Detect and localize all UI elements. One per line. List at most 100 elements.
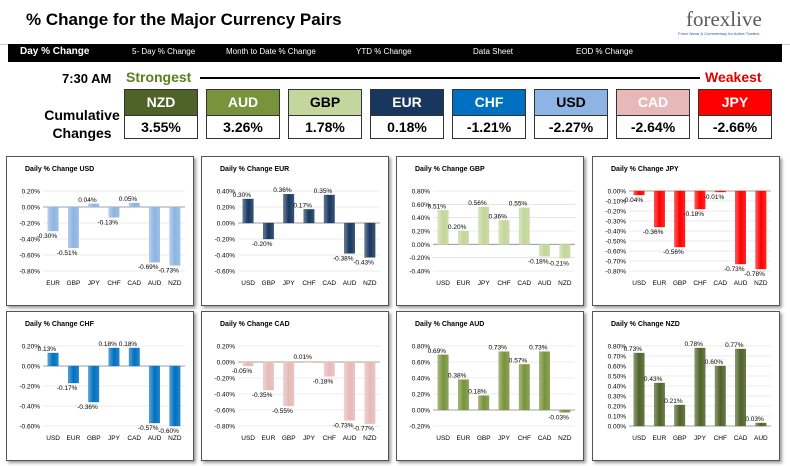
x-category-label: GBP bbox=[87, 435, 101, 442]
bar-chart: Daily % Change CAD 0.20% 0.00% -0.20% -0.40%… bbox=[214, 321, 380, 442]
data-label: -0.01% bbox=[704, 194, 725, 201]
y-tick-label: 0.20% bbox=[412, 229, 431, 236]
x-category-label: AUD bbox=[538, 280, 552, 287]
data-label: 0.55% bbox=[509, 201, 528, 208]
x-category-label: EUR bbox=[653, 280, 667, 287]
bar-gbp bbox=[674, 404, 686, 427]
y-tick-label: 0.00% bbox=[22, 364, 41, 371]
data-label: 0.51% bbox=[428, 203, 447, 210]
currency-cumulative-value: -1.21% bbox=[452, 116, 526, 139]
data-label: -0.17% bbox=[57, 385, 78, 392]
x-category-label: CHF bbox=[107, 280, 120, 287]
y-tick-label: -0.40% bbox=[214, 253, 235, 260]
bar-aud bbox=[735, 190, 746, 265]
bar-jpy bbox=[694, 347, 706, 427]
data-label: -0.51% bbox=[57, 250, 78, 257]
currency-cumulative-value: -2.27% bbox=[534, 116, 608, 139]
data-label: 0.73% bbox=[529, 345, 548, 352]
x-category-label: GBP bbox=[477, 435, 491, 442]
data-label: 0.73% bbox=[624, 346, 643, 353]
bar-chart: Daily % Change JPY 0.00% -0.10% -0.20% -0.30… bbox=[605, 166, 771, 287]
data-label: 0.57% bbox=[509, 357, 528, 364]
data-label: -0.21% bbox=[548, 260, 569, 267]
chart-panel-usd: Daily % Change USD 0.20% 0.00% -0.20% -0.40%… bbox=[6, 156, 194, 306]
y-tick-label: 0.80% bbox=[608, 344, 627, 351]
bar-chart: Daily % Change AUD 0.80% 0.60% 0.40% 0.20% 0.… bbox=[409, 321, 575, 442]
currency-name: NZD bbox=[124, 89, 198, 116]
y-tick-label: 0.40% bbox=[412, 376, 431, 383]
y-tick-label: 0.00% bbox=[412, 242, 431, 249]
bar-eur bbox=[68, 365, 79, 384]
bar-gbp bbox=[88, 365, 100, 403]
y-tick-label: -0.20% bbox=[19, 221, 40, 228]
strongest-label: Strongest bbox=[126, 69, 192, 85]
x-category-label: AUD bbox=[343, 435, 357, 442]
x-category-label: CAD bbox=[322, 280, 336, 287]
currency-name: USD bbox=[534, 89, 608, 116]
data-label: 0.17% bbox=[294, 202, 313, 209]
forexlive-logo[interactable]: forexlive Forex News & Commentary for Ac… bbox=[676, 4, 772, 40]
x-category-label: USD bbox=[46, 435, 60, 442]
bar-chf bbox=[108, 206, 120, 218]
nav-data-sheet[interactable]: Data Sheet bbox=[473, 47, 514, 56]
bar-chart: Daily % Change NZD 0.80% 0.70% 0.60% 0.50% 0.… bbox=[608, 321, 771, 442]
weakest-label: Weakest bbox=[705, 69, 762, 85]
bar-usd bbox=[242, 198, 254, 224]
data-label: -0.69% bbox=[138, 264, 159, 271]
x-category-label: EUR bbox=[46, 280, 60, 287]
timestamp: 7:30 AM bbox=[62, 71, 112, 86]
nav-eod-change[interactable]: EOD % Change bbox=[576, 47, 633, 56]
data-label: -0.78% bbox=[744, 271, 765, 278]
nav-month-to-date-change[interactable]: Month to Date % Change bbox=[226, 47, 316, 56]
bar-jpy bbox=[303, 361, 315, 363]
bar-cad bbox=[323, 194, 335, 224]
currency-cumulative-value: -2.64% bbox=[616, 116, 690, 139]
chart-panel-nzd: Daily % Change NZD 0.80% 0.70% 0.60% 0.50% 0.… bbox=[592, 311, 780, 461]
x-category-label: USD bbox=[632, 280, 646, 287]
y-tick-label: -0.20% bbox=[214, 237, 235, 244]
bar-chf bbox=[694, 190, 706, 210]
y-tick-label: 0.20% bbox=[217, 205, 236, 212]
x-category-label: EUR bbox=[653, 435, 667, 442]
bar-cad bbox=[735, 348, 746, 427]
cumulative-box-aud: AUD 3.26% bbox=[206, 89, 280, 139]
y-tick-label: 0.40% bbox=[608, 384, 627, 391]
bar-jpy bbox=[88, 203, 100, 208]
y-tick-label: -0.80% bbox=[214, 424, 235, 431]
data-label: -0.73% bbox=[724, 266, 745, 273]
data-label: 0.21% bbox=[664, 398, 683, 405]
nav-day-change[interactable]: Day % Change bbox=[20, 46, 90, 57]
x-category-label: CAD bbox=[127, 435, 141, 442]
nav-5day-change[interactable]: 5- Day % Change bbox=[132, 47, 196, 56]
y-tick-label: 0.00% bbox=[217, 221, 236, 228]
x-category-label: JPY bbox=[88, 280, 101, 287]
data-label: 0.04% bbox=[78, 197, 97, 204]
bar-chf bbox=[323, 361, 335, 377]
bar-eur bbox=[654, 190, 665, 228]
bar-gbp bbox=[283, 361, 295, 407]
bar-usd bbox=[633, 352, 645, 427]
bar-eur bbox=[458, 379, 469, 411]
y-tick-label: -0.40% bbox=[409, 269, 430, 276]
data-label: 0.69% bbox=[428, 348, 447, 355]
x-category-label: CHF bbox=[693, 280, 706, 287]
data-label: 0.18% bbox=[119, 341, 138, 348]
bar-eur bbox=[47, 206, 59, 232]
chart-title: Daily % Change NZD bbox=[611, 321, 680, 328]
data-label: -0.57% bbox=[138, 425, 159, 432]
x-category-label: JPY bbox=[303, 435, 316, 442]
currency-cumulative-value: -2.66% bbox=[698, 116, 772, 139]
x-category-label: JPY bbox=[108, 435, 121, 442]
chart-title: Daily % Change EUR bbox=[220, 166, 289, 173]
x-category-label: AUD bbox=[148, 280, 162, 287]
x-category-label: USD bbox=[632, 435, 646, 442]
bar-gbp bbox=[68, 206, 79, 248]
nav-ytd-change[interactable]: YTD % Change bbox=[356, 47, 412, 56]
currency-cumulative-value: 3.55% bbox=[124, 116, 198, 139]
y-tick-label: -0.40% bbox=[19, 237, 40, 244]
currency-name: AUD bbox=[206, 89, 280, 116]
y-tick-label: 0.30% bbox=[608, 394, 627, 401]
data-label: 0.78% bbox=[685, 341, 704, 348]
x-category-label: JPY bbox=[498, 435, 511, 442]
chart-title: Daily % Change AUD bbox=[415, 321, 484, 328]
